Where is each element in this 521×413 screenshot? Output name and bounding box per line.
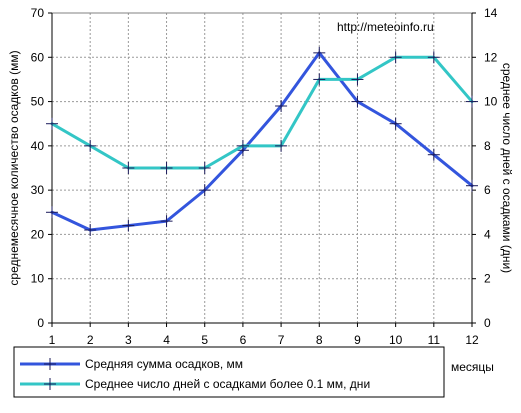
legend-label-2: Среднее число дней с осадками более 0.1 … — [85, 377, 370, 391]
x-tick-label: 11 — [428, 333, 441, 347]
y-right-tick-label: 14 — [484, 6, 498, 20]
y-left-tick-label: 50 — [31, 95, 45, 109]
y-right-tick-label: 2 — [484, 272, 491, 286]
y-left-tick-label: 20 — [31, 227, 45, 241]
y-right-tick-label: 10 — [484, 95, 498, 109]
x-tick-label: 6 — [240, 333, 247, 347]
x-tick-label: 2 — [87, 333, 94, 347]
x-axis-title: месяцы — [451, 360, 494, 374]
legend: Средняя сумма осадков, мм Среднее число д… — [13, 346, 445, 398]
series-layer — [46, 46, 478, 236]
series-1-point — [275, 100, 288, 112]
series-1-point — [351, 95, 364, 108]
series-1-point — [122, 219, 135, 232]
y-left-tick-label: 30 — [31, 183, 45, 197]
x-tick-label: 3 — [125, 333, 132, 347]
x-tick-label: 10 — [389, 333, 403, 347]
x-tick-label: 4 — [163, 333, 170, 347]
series-1-point — [198, 184, 211, 197]
series-2-point — [389, 51, 402, 64]
series-1-point — [427, 148, 440, 161]
series-2-point — [84, 139, 97, 152]
series-2-point — [351, 73, 364, 86]
series-1-point — [313, 46, 326, 59]
series-1-point — [46, 206, 58, 219]
series-1-point — [466, 179, 478, 192]
y-axis-left-title: среднемесячное количество осадков (мм) — [7, 50, 21, 285]
legend-box — [13, 346, 445, 398]
series-2-point — [466, 95, 478, 108]
series-2-point — [427, 51, 440, 64]
y-right-tick-label: 6 — [484, 183, 491, 197]
y-left-tick-label: 10 — [31, 272, 45, 286]
legend-items: Средняя сумма осадков, мм Среднее число д… — [20, 357, 370, 391]
legend-item-2: Среднее число дней с осадками более 0.1 … — [20, 377, 370, 391]
series-line-2 — [50, 55, 474, 170]
plot-area-border — [51, 12, 473, 324]
series-2-point — [198, 162, 211, 174]
x-tick-label: 1 — [49, 333, 56, 347]
grid — [52, 12, 472, 323]
legend-label-1: Средняя сумма осадков, мм — [85, 357, 243, 371]
y-axis-right-title: среднее число дней с осадками (дни) — [500, 63, 514, 273]
series-1-point — [84, 224, 97, 236]
x-tick-label: 7 — [278, 333, 285, 347]
series-2-point — [46, 117, 58, 130]
watermark-text: http://meteoinfo.ru — [337, 20, 434, 34]
legend-item-1: Средняя сумма осадков, мм — [20, 357, 243, 371]
series-1-point — [160, 215, 173, 228]
y-right-tick-label: 8 — [484, 139, 491, 153]
axes — [48, 12, 476, 327]
series-2-point — [275, 139, 288, 152]
y-left-tick-label: 70 — [31, 6, 45, 20]
x-tick-label: 5 — [201, 333, 208, 347]
series-2-point — [236, 139, 249, 152]
series-2-point — [160, 162, 173, 174]
y-left-tick-label: 0 — [37, 316, 44, 330]
series-1-point — [389, 117, 402, 130]
series-line-1 — [50, 51, 474, 232]
y-right-tick-label: 0 — [484, 316, 491, 330]
x-tick-label: 8 — [316, 333, 323, 347]
x-tick-label: 12 — [465, 333, 479, 347]
y-left-tick-label: 60 — [31, 50, 45, 64]
y-left-tick-label: 40 — [31, 139, 45, 153]
y-right-tick-label: 12 — [484, 50, 498, 64]
series-2-point — [313, 73, 326, 86]
series-2-point — [122, 162, 135, 174]
x-tick-label: 9 — [354, 333, 361, 347]
y-right-tick-label: 4 — [484, 227, 491, 241]
